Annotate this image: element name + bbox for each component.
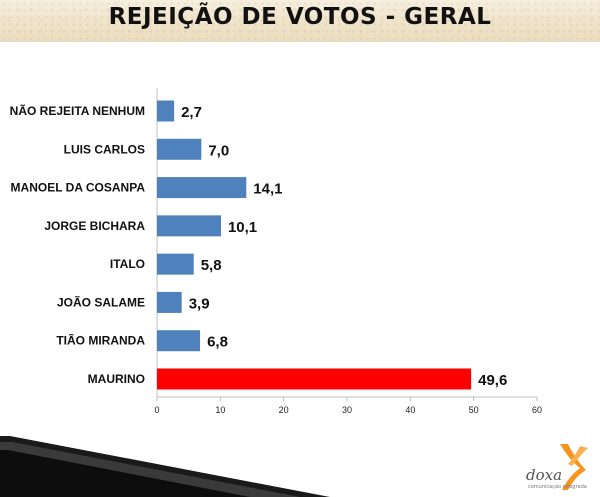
bar-chart: 0 10 20 30 40 50 60 NÃO REJEITA NENHUM 2,7 LUIS C… — [10, 87, 542, 415]
category-label: MANOEL DA COSANPA — [11, 181, 146, 195]
x-tick-label: 20 — [279, 405, 289, 415]
bar — [157, 253, 194, 275]
x-tick-label: 60 — [532, 405, 542, 415]
data-label: 5,8 — [201, 257, 222, 274]
data-label: 14,1 — [253, 181, 282, 198]
data-label: 49,6 — [478, 372, 507, 389]
x-tick-label: 50 — [469, 405, 479, 415]
x-tick-label: 0 — [154, 405, 159, 415]
bar — [157, 100, 175, 122]
category-label: TIÃO MIRANDA — [56, 333, 145, 348]
data-label: 2,7 — [181, 104, 202, 121]
logo-subtext: comunicação integrada — [528, 484, 587, 490]
category-label: JOÃO SALAME — [57, 294, 145, 309]
data-label: 7,0 — [208, 142, 229, 159]
category-label: NÃO REJEITA NENHUM — [10, 103, 145, 118]
bar — [157, 177, 247, 199]
page-title: REJEIÇÃO DE VOTOS - GERAL — [108, 4, 492, 30]
decorative-wedge — [0, 436, 330, 497]
bar — [157, 215, 221, 237]
data-label: 6,8 — [207, 334, 228, 351]
category-label: MAURINO — [88, 372, 145, 386]
bar — [157, 138, 202, 160]
data-label: 3,9 — [189, 295, 210, 312]
logo-text: doxa — [526, 466, 563, 484]
x-tick-label: 40 — [405, 405, 415, 415]
bar — [157, 291, 182, 313]
doxa-logo: doxa comunicação integrada — [522, 442, 594, 492]
category-label: JORGE BICHARA — [44, 219, 145, 233]
x-tick-label: 30 — [342, 405, 352, 415]
data-label: 10,1 — [228, 219, 257, 236]
bar — [157, 368, 472, 390]
category-label: LUIS CARLOS — [64, 142, 145, 156]
bar — [157, 330, 201, 352]
title-band — [0, 0, 600, 42]
doxa-x-mark-icon — [560, 444, 588, 490]
x-tick-label: 10 — [215, 405, 225, 415]
category-label: ITALO — [110, 257, 145, 271]
